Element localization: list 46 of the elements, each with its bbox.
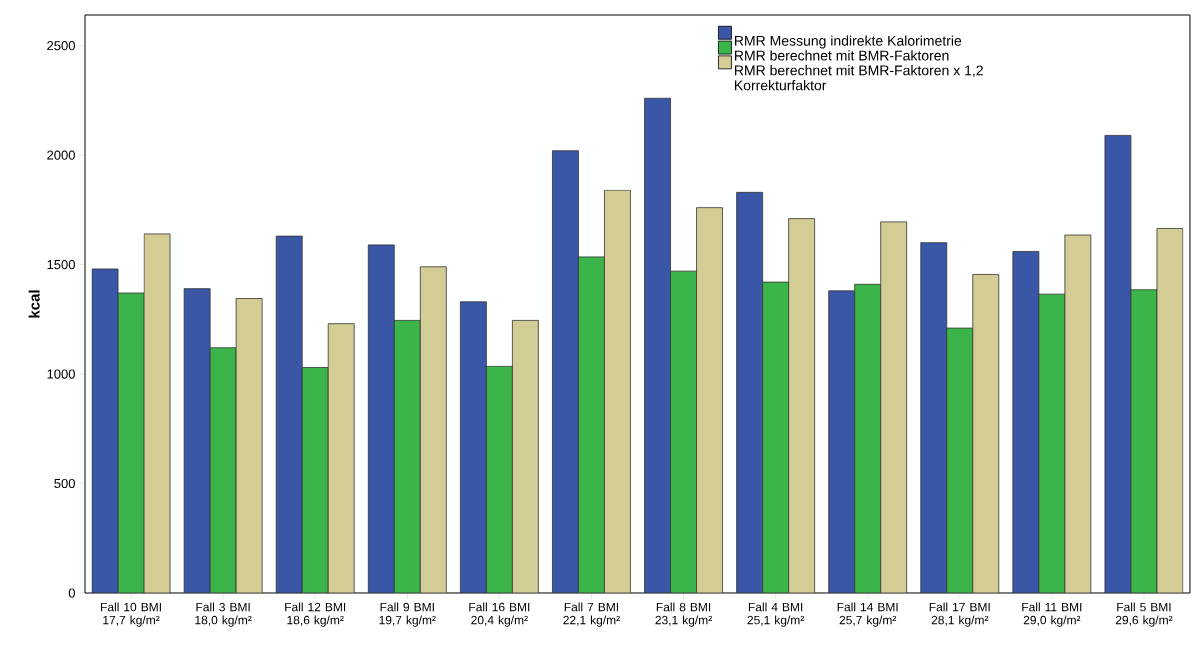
bar bbox=[485, 365, 513, 593]
x-tick-label: Fall 10 BMI 17,7 kg/m² bbox=[101, 602, 161, 627]
bar bbox=[1012, 251, 1040, 593]
y-tick-label: 2500 bbox=[47, 41, 75, 51]
bar bbox=[459, 301, 487, 593]
bar bbox=[368, 244, 395, 593]
bar bbox=[275, 235, 303, 593]
y-tick-label: 500 bbox=[54, 478, 75, 489]
bar bbox=[578, 256, 605, 593]
bar bbox=[1104, 135, 1132, 593]
x-tick-label: Fall 3 BMI 18,0 kg/m² bbox=[195, 602, 252, 627]
bar bbox=[946, 327, 974, 593]
y-axis-title: kcal bbox=[28, 290, 40, 318]
x-tick-label: Fall 11 BMI 29,0 kg/m² bbox=[1022, 602, 1082, 627]
bar bbox=[1038, 293, 1066, 593]
y-tick-label: 0 bbox=[68, 588, 75, 598]
x-tick-label: Fall 4 BMI 25,1 kg/m² bbox=[747, 602, 805, 627]
x-tick-label: Fall 9 BMI 19,7 kg/m² bbox=[379, 602, 436, 627]
legend-label: RMR berechnet mit BMR-Faktoren x 1,2 Korrekturfaktor bbox=[735, 65, 983, 91]
bar bbox=[301, 367, 329, 593]
bar bbox=[762, 281, 790, 593]
bar bbox=[920, 242, 948, 593]
x-tick-label: Fall 17 BMI 28,1 kg/m² bbox=[929, 602, 990, 627]
x-tick-label: Fall 7 BMI 22,1 kg/m² bbox=[563, 602, 620, 627]
bar bbox=[552, 150, 579, 593]
bar bbox=[1130, 289, 1158, 593]
bar bbox=[91, 268, 119, 593]
y-tick-label: 1000 bbox=[47, 369, 75, 379]
x-tick-label: Fall 8 BMI 23,1 kg/m² bbox=[655, 602, 712, 627]
x-tick-label: Fall 5 BMI 29,6 kg/m² bbox=[1115, 602, 1173, 627]
y-tick-label: 1500 bbox=[47, 259, 75, 270]
legend-label: RMR berechnet mit BMR-Faktoren bbox=[735, 50, 949, 61]
x-tick-label: Fall 12 BMI 18,6 kg/m² bbox=[285, 602, 346, 627]
y-tick-label: 2000 bbox=[47, 150, 75, 160]
bar bbox=[394, 320, 421, 593]
x-tick-label: Fall 16 BMI 20,4 kg/m² bbox=[469, 602, 530, 627]
bar bbox=[644, 97, 671, 593]
bar bbox=[183, 288, 211, 593]
bar bbox=[736, 191, 764, 593]
bar bbox=[209, 347, 237, 593]
bar bbox=[854, 283, 882, 593]
legend-label: RMR Messung indirekte Kalorimetrie bbox=[735, 35, 962, 49]
bar bbox=[117, 292, 145, 593]
x-tick-label: Fall 14 BMI 25,7 kg/m² bbox=[837, 602, 898, 627]
bar bbox=[670, 270, 697, 593]
bar bbox=[828, 290, 856, 593]
